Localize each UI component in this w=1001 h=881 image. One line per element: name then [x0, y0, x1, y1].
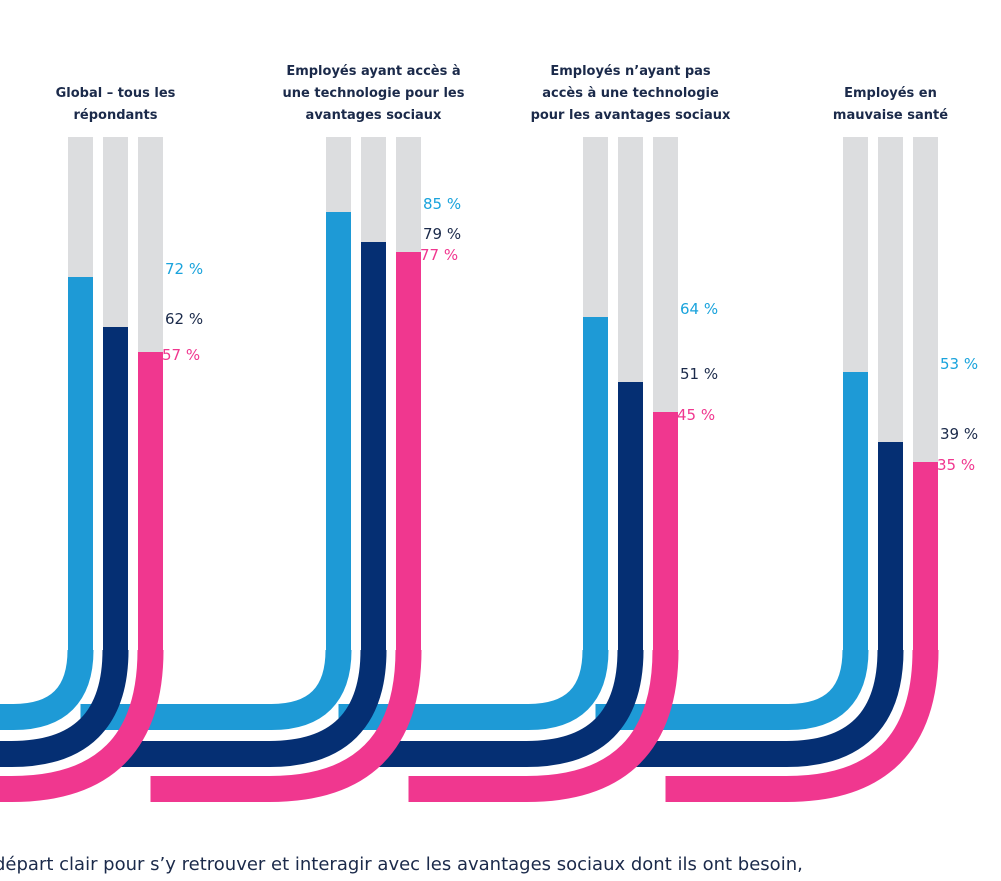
group-title: une technologie pour les	[283, 86, 465, 101]
group-title: répondants	[73, 108, 157, 123]
bar	[68, 277, 93, 651]
group-title: Employés en	[844, 86, 937, 101]
bar	[913, 462, 938, 651]
flow-line	[665, 649, 939, 802]
flow-line	[115, 649, 387, 767]
flow-line	[150, 649, 422, 802]
data-label: 72 %	[165, 260, 203, 278]
group-title: mauvaise santé	[833, 108, 948, 123]
flow-line	[595, 649, 869, 730]
data-label: 57 %	[162, 346, 200, 364]
bar	[103, 327, 128, 651]
footer-text: départ clair pour s’y retrouver et inter…	[0, 854, 803, 875]
bar	[843, 372, 868, 651]
data-label: 39 %	[940, 425, 978, 443]
data-label: 45 %	[677, 406, 715, 424]
bar-fills	[68, 212, 938, 651]
bar	[583, 317, 608, 651]
flow-line	[0, 649, 94, 730]
flow-line	[80, 649, 352, 730]
bar	[396, 252, 421, 651]
flow-line	[0, 649, 164, 802]
data-label: 77 %	[420, 246, 458, 264]
flow-line	[0, 649, 129, 767]
bar	[326, 212, 351, 651]
flow-line	[630, 649, 904, 767]
flow-line	[338, 649, 609, 730]
data-label: 51 %	[680, 365, 718, 383]
data-label: 64 %	[680, 300, 718, 318]
bar	[653, 412, 678, 651]
flow-lines	[0, 649, 939, 802]
data-label: 79 %	[423, 225, 461, 243]
bar	[361, 242, 386, 651]
data-label: 85 %	[423, 195, 461, 213]
flow-line	[373, 649, 644, 767]
bar	[878, 442, 903, 651]
group-title: Employés ayant accès à	[286, 64, 460, 79]
group-title: avantages sociaux	[306, 108, 443, 123]
data-label: 53 %	[940, 355, 978, 373]
group-titles: Global – tous les répondants Employés ayan…	[56, 64, 949, 123]
data-label: 62 %	[165, 310, 203, 328]
bar-tracks	[68, 137, 938, 650]
group-title: Employés n’ayant pas	[550, 64, 711, 79]
value-labels: 72 % 85 % 64 % 53 % 62 % 79 % 51 % 39 % 57 % 77 %…	[162, 195, 978, 474]
flow-line	[408, 649, 679, 802]
group-title: accès à une technologie	[542, 86, 719, 101]
group-title: Global – tous les	[56, 86, 176, 101]
bar	[618, 382, 643, 651]
bar	[138, 352, 163, 651]
group-title: pour les avantages sociaux	[531, 108, 731, 123]
data-label: 35 %	[937, 456, 975, 474]
